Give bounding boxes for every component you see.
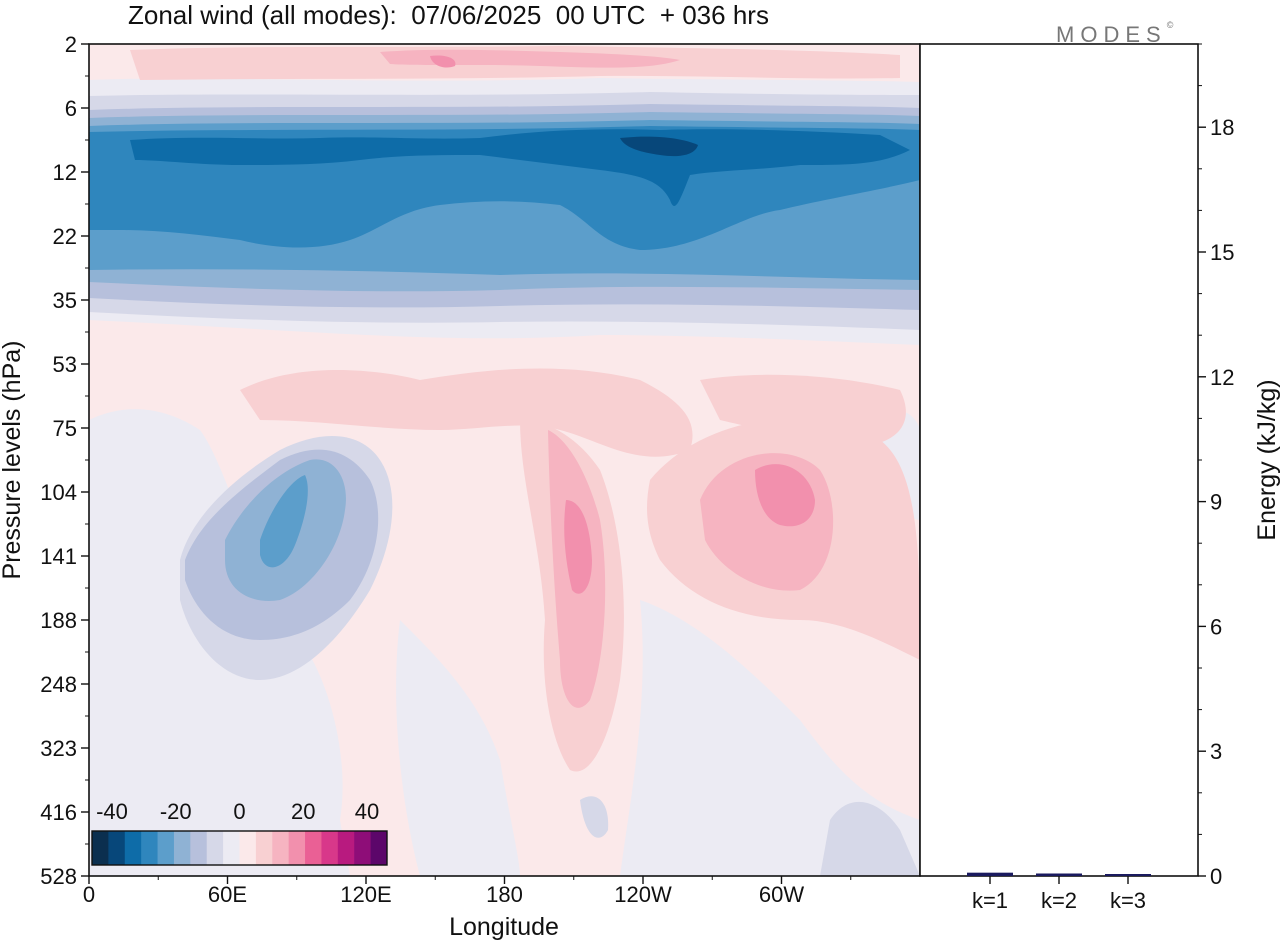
energy-tick-label: 12 [1210,365,1234,390]
x-tick-label: 60E [208,882,247,907]
y-tick-label: 53 [53,352,77,377]
colorbar-label: -40 [96,799,128,824]
easterly-region-60e-core [260,475,308,568]
colorbar-swatch [354,831,372,865]
westerly-band-mid-stratosphere [240,368,693,457]
x-tick-label: 120E [340,882,391,907]
colorbar-swatch [124,831,142,865]
colorbar-swatch [239,831,257,865]
logo-mark: © [1166,20,1174,30]
colorbar-swatch [92,831,109,865]
energy-tick-label: 0 [1210,864,1222,889]
colorbar-swatch [190,831,208,865]
energy-tick-label: 3 [1210,739,1222,764]
energy-tick-label: 6 [1210,614,1222,639]
colorbar-swatch [157,831,175,865]
y-tick-label: 12 [53,160,77,185]
colorbar-swatch [305,831,322,865]
colorbar-swatch [108,831,126,865]
colorbar-swatch [370,831,388,865]
colorbar-label: 0 [233,799,245,824]
heatmap-field [89,44,920,876]
westerly-region-160w-core [564,500,592,594]
energy-bar [1036,873,1082,876]
colorbar-swatch [141,831,159,865]
westerly-band-east-stratosphere [700,374,906,445]
y-tick-label: 22 [53,224,77,249]
x-tick-label: 120W [614,882,672,907]
energy-tick-label: 15 [1210,240,1234,265]
energy-bar-label: k=3 [1110,888,1146,913]
x-tick-label: 180 [486,882,523,907]
energy-panel-frame [919,43,1199,877]
colorbar-swatch [337,831,355,865]
colorbar: -40 -20 0 20 40 [91,799,388,866]
weak-easterly-region-lower-center [396,620,520,876]
y-tick-label: 188 [40,608,77,633]
x-tick-label: 0 [83,882,95,907]
x-axis: 0 60E 120E 180 120W 60W [83,876,852,907]
y-tick-label: 141 [40,544,77,569]
energy-bar-label: k=1 [972,888,1008,913]
energy-axis-title: Energy (kJ/kg) [1253,379,1280,540]
energy-bar [1105,874,1151,876]
y-axis: 2 6 12 22 35 53 75 104 141 188 248 323 416 528 [40,32,89,889]
logo-text: MODES [1056,22,1167,47]
y-tick-label: 2 [65,32,77,57]
easterly-bottom-mid [580,796,609,838]
y-axis-title: Pressure levels (hPa) [0,341,26,580]
energy-bar [967,872,1013,876]
easterly-band-7 [130,129,910,206]
y-tick-label: 75 [53,416,77,441]
energy-bars: k=1 k=2 k=3 [967,872,1151,913]
y-tick-label: 104 [40,480,77,505]
y-tick-label: 6 [65,96,77,121]
colorbar-swatch [173,831,191,865]
colorbar-swatch [288,831,306,865]
colorbar-label: 40 [355,799,379,824]
energy-bar-label: k=2 [1041,888,1077,913]
colorbar-swatch [321,831,339,865]
energy-tick-label: 9 [1210,490,1222,515]
westerly-region-60w-core [755,464,815,527]
colorbar-swatch [206,831,224,865]
colorbar-swatch [272,831,290,865]
easterly-band-core [620,136,698,157]
colorbar-label: -20 [160,799,192,824]
colorbar-swatch [255,831,273,865]
y-tick-label: 528 [40,864,77,889]
energy-tick-label: 18 [1210,115,1234,140]
y-tick-label: 35 [53,288,77,313]
colorbar-swatch [223,831,240,865]
colorbar-frame [91,830,388,866]
easterly-bottom-right [820,801,920,876]
x-tick-label: 60W [759,882,804,907]
y-tick-label: 248 [40,672,77,697]
y-tick-label: 323 [40,736,77,761]
modes-logo: MODES© [1056,20,1174,48]
chart-title: Zonal wind (all modes): 07/06/2025 00 UT… [128,0,769,30]
westerly-spot-left [664,499,687,541]
y-tick-label: 416 [40,800,77,825]
x-axis-title: Longitude [449,913,559,941]
energy-axis: 0 3 6 9 12 15 18 [1198,43,1234,889]
westerly-top-core [430,55,456,68]
colorbar-label: 20 [291,799,315,824]
